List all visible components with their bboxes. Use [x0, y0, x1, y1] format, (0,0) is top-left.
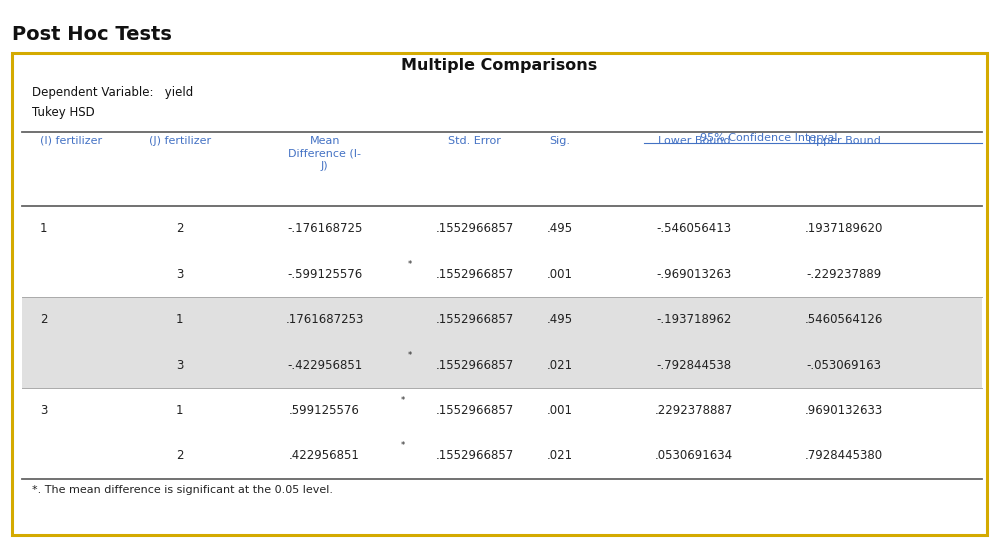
- Bar: [22, 388, 982, 433]
- Text: Multiple Comparisons: Multiple Comparisons: [402, 58, 597, 73]
- Text: Upper Bound: Upper Bound: [808, 136, 880, 146]
- Text: -.176168725: -.176168725: [287, 222, 363, 235]
- Text: .1761687253: .1761687253: [286, 313, 364, 326]
- Text: -.193718962: -.193718962: [656, 313, 732, 326]
- Text: .599125576: .599125576: [290, 404, 360, 417]
- Text: .495: .495: [546, 313, 572, 326]
- Text: .0530691634: .0530691634: [655, 449, 733, 463]
- Text: Sig.: Sig.: [548, 136, 570, 146]
- Text: *: *: [408, 260, 413, 269]
- Text: .1552966857: .1552966857: [436, 358, 513, 372]
- Bar: [22, 433, 982, 479]
- Text: .422956851: .422956851: [290, 449, 360, 463]
- Text: .001: .001: [546, 404, 572, 417]
- Text: Std. Error: Std. Error: [449, 136, 500, 146]
- Text: 3: 3: [40, 404, 47, 417]
- Text: 1: 1: [176, 313, 184, 326]
- Text: 1: 1: [40, 222, 48, 235]
- Text: .021: .021: [546, 358, 572, 372]
- Bar: [22, 342, 982, 388]
- Bar: [22, 297, 982, 342]
- Text: Tukey HSD: Tukey HSD: [32, 106, 95, 119]
- Text: Mean
Difference (I-
J): Mean Difference (I- J): [288, 136, 362, 171]
- Text: .7928445380: .7928445380: [805, 449, 883, 463]
- Text: Lower Bound: Lower Bound: [658, 136, 730, 146]
- Text: .1552966857: .1552966857: [436, 404, 513, 417]
- Text: .5460564126: .5460564126: [805, 313, 883, 326]
- Text: -.599125576: -.599125576: [287, 268, 363, 281]
- Text: *: *: [408, 351, 413, 360]
- Bar: [22, 206, 982, 252]
- Text: .021: .021: [546, 449, 572, 463]
- Text: 3: 3: [176, 268, 184, 281]
- Text: -.053069163: -.053069163: [806, 358, 882, 372]
- Text: .1552966857: .1552966857: [436, 449, 513, 463]
- Text: *. The mean difference is significant at the 0.05 level.: *. The mean difference is significant at…: [32, 485, 333, 495]
- Text: .2292378887: .2292378887: [655, 404, 733, 417]
- Text: *: *: [401, 396, 405, 405]
- Text: -.422956851: -.422956851: [287, 358, 363, 372]
- Bar: [22, 252, 982, 297]
- Text: -.229237889: -.229237889: [806, 268, 882, 281]
- Text: Post Hoc Tests: Post Hoc Tests: [12, 25, 172, 44]
- Text: Dependent Variable:   yield: Dependent Variable: yield: [32, 86, 193, 99]
- Bar: [12, 53, 987, 535]
- Text: .1552966857: .1552966857: [436, 268, 513, 281]
- Text: (J) fertilizer: (J) fertilizer: [149, 136, 211, 146]
- Text: 2: 2: [40, 313, 48, 326]
- Text: *: *: [401, 442, 405, 450]
- Text: .1552966857: .1552966857: [436, 313, 513, 326]
- Text: 3: 3: [176, 358, 184, 372]
- Text: -.546056413: -.546056413: [656, 222, 732, 235]
- Text: 2: 2: [176, 222, 184, 235]
- Text: 1: 1: [176, 404, 184, 417]
- Text: .9690132633: .9690132633: [805, 404, 883, 417]
- Text: 95% Confidence Interval: 95% Confidence Interval: [700, 133, 838, 143]
- Text: .1552966857: .1552966857: [436, 222, 513, 235]
- Text: .001: .001: [546, 268, 572, 281]
- Text: -.792844538: -.792844538: [656, 358, 732, 372]
- Text: .495: .495: [546, 222, 572, 235]
- Text: 2: 2: [176, 449, 184, 463]
- Text: -.969013263: -.969013263: [656, 268, 732, 281]
- Text: .1937189620: .1937189620: [805, 222, 883, 235]
- Text: (I) fertilizer: (I) fertilizer: [40, 136, 102, 146]
